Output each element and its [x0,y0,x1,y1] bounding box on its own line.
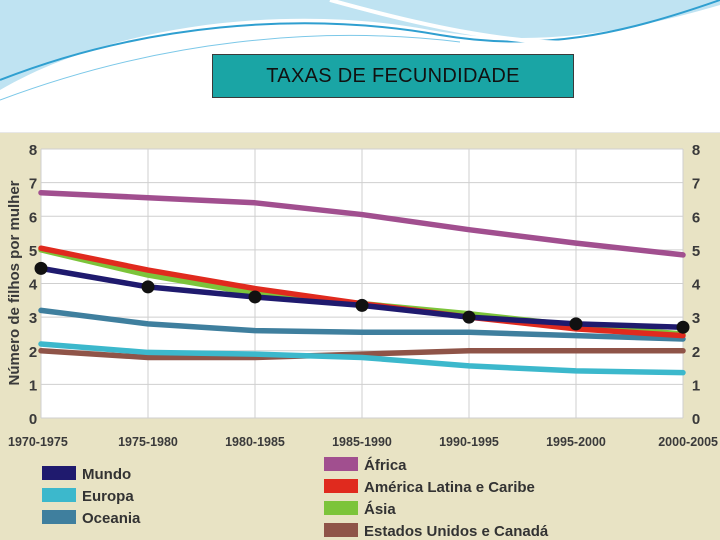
y-axis-left-ticks: 0 1 2 3 4 5 6 7 8 [29,142,38,428]
y-tick-label-left: 3 [29,310,37,327]
y-axis-label: Número de filhos por mulher [6,180,23,385]
y-tick-label-right: 6 [692,209,700,226]
x-tick-label: 2000-2005 [658,435,718,449]
y-tick-label-right: 5 [692,243,700,260]
y-tick-label-right: 3 [692,310,700,327]
header-swoosh-decoration [0,0,720,135]
series-line-europa [38,341,686,376]
data-point-marker [462,310,476,324]
y-tick-label-left: 5 [29,243,37,260]
x-tick-label: 1995-2000 [546,435,606,449]
legend: Mundo Europa Oceania África América Latina e… [42,457,549,540]
y-tick-label-right: 1 [692,377,700,394]
legend-label-asia: Ásia [364,501,396,518]
legend-label-oceania: Oceania [82,510,141,527]
legend-swatch-america-latina-e-caribe [324,479,358,493]
x-tick-label: 1970-1975 [8,435,68,449]
legend-label-estados-unidos-e-canada: Estados Unidos e Canadá [364,523,549,540]
x-tick-label: 1985-1990 [332,435,392,449]
legend-swatch-estados-unidos-e-canada [324,523,358,537]
series-line-africa [38,189,686,258]
y-axis-right-ticks: 0 1 2 3 4 5 6 7 8 [692,142,701,428]
x-axis-ticks: 1970-1975 1975-1980 1980-1985 1985-1990 1990… [8,435,718,449]
series-line-estados-unidos-e-canada [38,348,686,361]
y-tick-label-left: 8 [29,142,37,159]
x-tick-label: 1975-1980 [118,435,178,449]
y-tick-label-right: 2 [692,344,700,361]
data-point-marker [355,298,369,312]
legend-swatch-europa [42,488,76,502]
data-point-marker [248,290,262,304]
legend-swatch-asia [324,501,358,515]
data-point-marker [569,317,583,331]
series-line-oceania [38,307,686,342]
legend-swatch-mundo [42,466,76,480]
legend-swatch-oceania [42,510,76,524]
x-tick-label: 1990-1995 [439,435,499,449]
y-tick-label-right: 0 [692,411,700,428]
data-point-marker [141,280,155,294]
y-tick-label-left: 0 [29,411,37,428]
legend-label-africa: África [364,457,407,474]
legend-swatch-africa [324,457,358,471]
y-tick-label-left: 1 [29,377,37,394]
y-tick-label-right: 7 [692,176,700,193]
slide-title: TAXAS DE FECUNDIDADE [212,54,574,98]
y-tick-label-left: 4 [29,277,38,294]
legend-label-mundo: Mundo [82,466,131,483]
series-markers [34,261,690,334]
y-tick-label-right: 4 [692,277,701,294]
data-point-marker [676,320,690,334]
legend-label-america-latina-e-caribe: América Latina e Caribe [364,479,535,496]
y-tick-label-right: 8 [692,142,700,159]
y-tick-label-left: 2 [29,344,37,361]
data-point-marker [34,261,48,275]
y-tick-label-left: 7 [29,176,37,193]
x-tick-label: 1980-1985 [225,435,285,449]
y-tick-label-left: 6 [29,209,37,226]
legend-label-europa: Europa [82,488,134,505]
